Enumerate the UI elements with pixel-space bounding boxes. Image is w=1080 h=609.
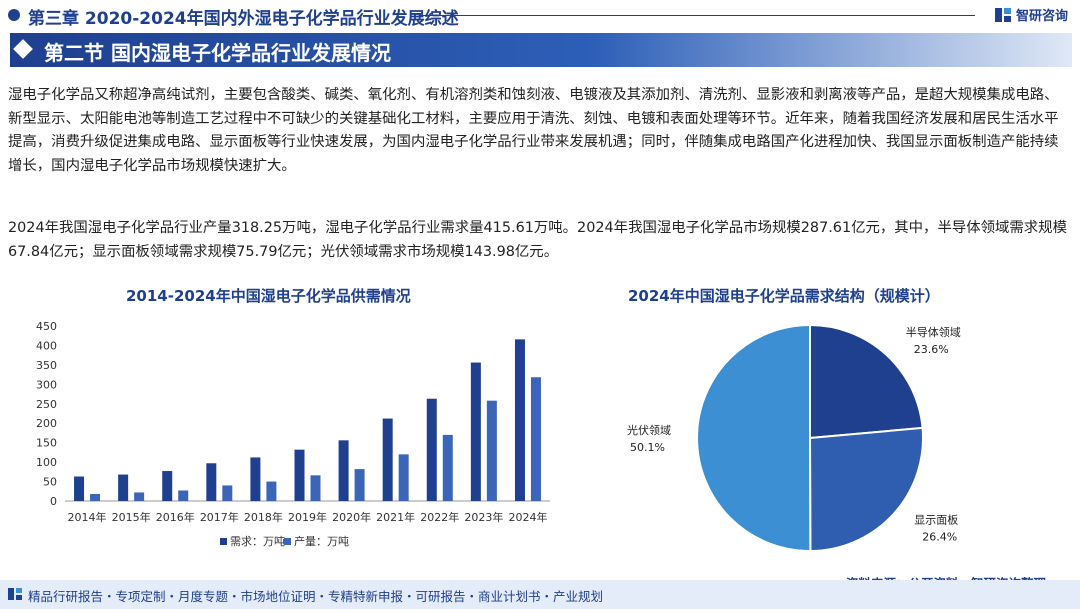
bar-output — [178, 490, 189, 501]
bar-output — [442, 434, 453, 501]
footer-bar: 精品行研报告・专项定制・月度专题・市场地位证明・专精特新申报・可研报告・商业计划… — [0, 580, 1080, 609]
bar-output — [266, 481, 277, 501]
bar-output — [398, 454, 409, 501]
y-tick-label: 450 — [36, 320, 57, 333]
bullet-dot-icon — [8, 9, 20, 21]
top-bar: 第三章 2020-2024年国内外湿电子化学品行业发展综述 智研咨询 — [0, 0, 1080, 30]
bar-output — [354, 469, 365, 501]
slice-value-label: 23.6% — [914, 343, 949, 356]
footer-services: 精品行研报告・专项定制・月度专题・市场地位证明・专精特新申报・可研报告・商业计划… — [28, 589, 604, 604]
brand-logo-icon — [994, 7, 1011, 22]
slice-value-label: 26.4% — [922, 531, 957, 544]
y-tick-label: 50 — [43, 476, 57, 489]
slice-value-label: 50.1% — [630, 441, 665, 454]
x-tick-label: 2018年 — [244, 510, 283, 524]
x-tick-label: 2021年 — [376, 510, 415, 524]
slice-label: 半导体领域 — [906, 325, 961, 339]
pie-slice — [808, 426, 924, 553]
bar-demand — [206, 463, 217, 501]
bar-demand — [514, 339, 525, 501]
bar-demand — [118, 474, 129, 501]
y-tick-label: 200 — [36, 417, 57, 430]
brand-mark-icon — [8, 588, 22, 600]
brand-name: 智研咨询 — [1015, 9, 1068, 24]
stats-paragraph: 2024年我国湿电子化学品行业产量318.25万吨，湿电子化学品行业需求量415… — [8, 220, 1067, 260]
bar-output — [486, 400, 497, 501]
x-tick-label: 2022年 — [420, 510, 459, 524]
slice-label: 显示面板 — [914, 513, 958, 527]
bar-demand — [74, 476, 85, 501]
pie-chart-title: 2024年中国湿电子化学品需求结构（规模计） — [628, 287, 940, 305]
section-banner: 第二节 国内湿电子化学品行业发展情况 — [10, 33, 1072, 67]
header-divider — [420, 15, 975, 16]
bar-demand — [338, 440, 349, 501]
brand-logo: 智研咨询 — [994, 5, 1068, 24]
intro-paragraph: 湿电子化学品又称超净高纯试剂，主要包含酸类、碱类、氧化剂、有机溶剂类和蚀刻液、电… — [8, 87, 1059, 174]
bar-output — [134, 492, 145, 501]
bar-demand — [382, 418, 393, 501]
demand-structure-pie-chart: 半导体领域 23.6% 显示面板 26.4% 光伏领域 50.1% — [627, 323, 961, 553]
y-tick-label: 300 — [36, 378, 57, 391]
legend-label: 需求：万吨 — [230, 535, 285, 548]
pie-slice — [695, 323, 812, 552]
y-tick-label: 350 — [36, 359, 57, 372]
legend-swatch — [220, 538, 227, 545]
legend-swatch — [284, 538, 291, 545]
bar-output — [222, 485, 233, 501]
x-tick-label: 2016年 — [156, 510, 195, 524]
y-tick-label: 250 — [36, 398, 57, 411]
x-tick-label: 2019年 — [288, 510, 327, 524]
section-title: 第二节 国内湿电子化学品行业发展情况 — [44, 41, 391, 65]
pie-slice — [809, 323, 924, 440]
bar-chart-title: 2014-2024年中国湿电子化学品供需情况 — [126, 287, 411, 305]
x-tick-label: 2024年 — [508, 510, 547, 524]
bar-demand — [426, 398, 437, 501]
slice-label: 光伏领域 — [627, 423, 671, 437]
diamond-icon — [13, 39, 33, 59]
legend-label: 产量：万吨 — [294, 534, 349, 548]
x-tick-label: 2015年 — [112, 510, 151, 524]
bar-demand — [162, 471, 173, 501]
bar-output — [310, 475, 321, 501]
x-tick-label: 2020年 — [332, 510, 371, 524]
supply-demand-bar-chart: 0 50 100 150 200 250 300 350 400 450 2014年 2015年 201… — [36, 320, 550, 548]
bar-output — [90, 494, 101, 501]
y-tick-label: 150 — [36, 437, 57, 450]
x-tick-label: 2023年 — [464, 510, 503, 524]
y-tick-label: 100 — [36, 456, 57, 469]
bar-demand — [294, 449, 305, 501]
x-tick-label: 2014年 — [68, 510, 107, 524]
y-tick-label: 0 — [50, 495, 57, 508]
bar-demand — [250, 457, 261, 501]
chapter-title: 第三章 2020-2024年国内外湿电子化学品行业发展综述 — [28, 9, 459, 29]
x-tick-label: 2017年 — [200, 510, 239, 524]
bar-output — [530, 377, 541, 501]
bar-demand — [470, 362, 481, 501]
y-tick-label: 400 — [36, 339, 57, 352]
